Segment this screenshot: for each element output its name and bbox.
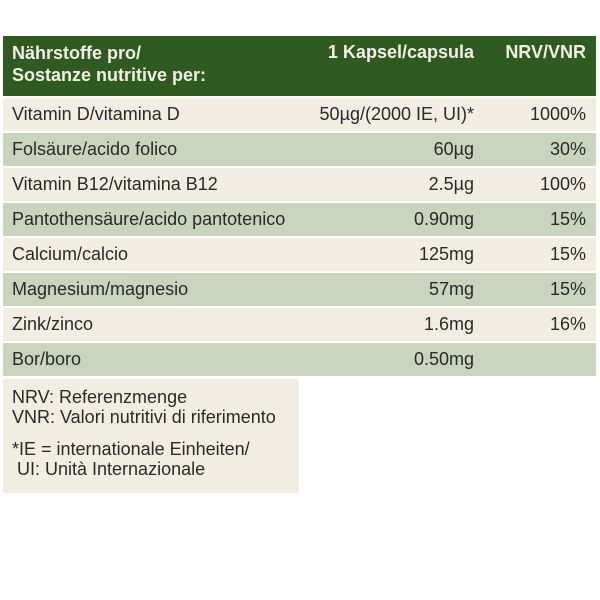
nutrient-nrv: 16% xyxy=(549,314,586,334)
table-row: Vitamin D/vitamina D 50µg/(2000 IE, UI)* 1… xyxy=(3,98,596,131)
table-row: Calcium/calcio 125mg 15% xyxy=(3,238,596,271)
nutrient-amount: 60µg xyxy=(433,139,474,159)
per-capsule-header: 1 Kapsel/capsula xyxy=(327,42,474,62)
nutrient-nrv: 100% xyxy=(539,174,586,194)
nutrient-nrv: 15% xyxy=(549,279,586,299)
nutrient-nrv: 15% xyxy=(549,244,586,264)
footnote-ie: *IE = internationale Einheiten/ xyxy=(12,439,250,459)
nutrient-amount: 0.50mg xyxy=(413,349,474,369)
nutrient-amount: 2.5µg xyxy=(428,174,474,194)
nutrient-amount: 57mg xyxy=(428,279,474,299)
footnotes: NRV: Referenzmenge VNR: Valori nutritivi… xyxy=(3,379,299,493)
footnote-ui: UI: Unità Internazionale xyxy=(12,459,206,479)
table-row: Magnesium/magnesio 57mg 15% xyxy=(3,273,596,306)
footnote-vnr: VNR: Valori nutritivi di riferimento xyxy=(12,407,276,427)
nutrient-name: Folsäure/acido folico xyxy=(12,139,178,159)
nrv-header: NRV/VNR xyxy=(505,42,586,62)
table-row: Zink/zinco 1.6mg 16% xyxy=(3,308,596,341)
nutrient-name: Bor/boro xyxy=(12,349,82,369)
nutrient-name: Zink/zinco xyxy=(12,314,94,334)
nutrients-header: Nährstoffe pro/ Sostanze nutritive per: xyxy=(12,42,206,86)
nutrient-name: Vitamin B12/vitamina B12 xyxy=(12,174,218,194)
footnote-nrv: NRV: Referenzmenge xyxy=(12,387,188,407)
nutrients-header-de: Nährstoffe pro/ xyxy=(12,43,142,63)
nutrition-table: Nährstoffe pro/ Sostanze nutritive per: … xyxy=(3,36,596,376)
table-header: Nährstoffe pro/ Sostanze nutritive per: … xyxy=(3,36,596,96)
nutrient-name: Calcium/calcio xyxy=(12,244,129,264)
nutrient-nrv: 30% xyxy=(549,139,586,159)
table-row: Folsäure/acido folico 60µg 30% xyxy=(3,133,596,166)
nutrients-header-it: Sostanze nutritive per: xyxy=(12,65,207,85)
nutrient-amount: 1.6mg xyxy=(423,314,474,334)
nutrient-amount: 125mg xyxy=(418,244,474,264)
table-row: Bor/boro 0.50mg xyxy=(3,343,596,376)
nutrient-name: Magnesium/magnesio xyxy=(12,279,189,299)
nutrient-nrv: 15% xyxy=(549,209,586,229)
nutrient-amount: 50µg/(2000 IE, UI)* xyxy=(319,104,474,124)
nutrient-amount: 0.90mg xyxy=(413,209,474,229)
nutrient-name: Vitamin D/vitamina D xyxy=(12,104,180,124)
nutrient-nrv: 1000% xyxy=(529,104,586,124)
nutrient-name: Pantothensäure/acido pantotenico xyxy=(12,209,286,229)
table-row: Pantothensäure/acido pantotenico 0.90mg 15… xyxy=(3,203,596,236)
table-row: Vitamin B12/vitamina B12 2.5µg 100% xyxy=(3,168,596,201)
